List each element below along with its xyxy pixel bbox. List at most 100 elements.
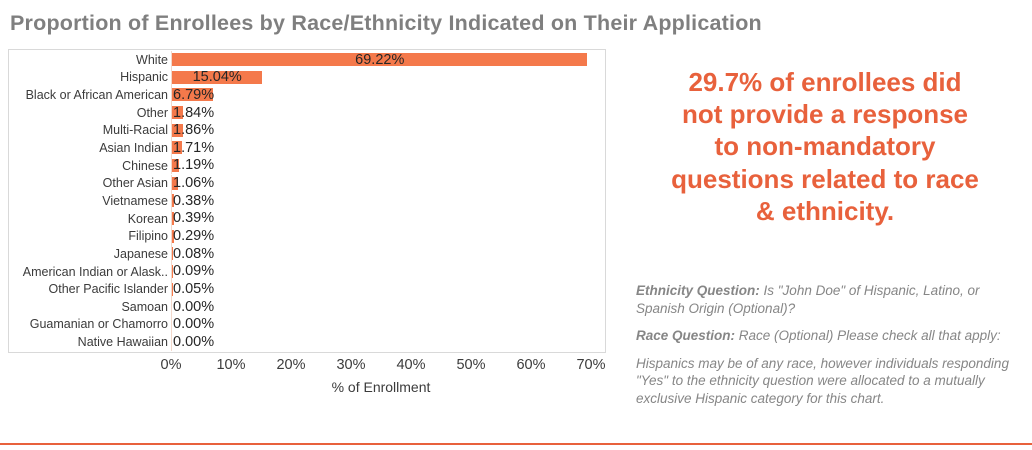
bar-row: Filipino 0.29% [9, 227, 605, 246]
category-label: Other Asian [102, 176, 168, 191]
callout-text: 29.7% of enrollees did not provide a resp… [671, 67, 979, 226]
category-label: Vietnamese [102, 193, 168, 208]
bar [172, 194, 175, 208]
category-label: American Indian or Alask.. [22, 264, 168, 279]
bar-zone: 15.04% [171, 68, 605, 87]
bar-row: Korean 0.39% [9, 209, 605, 228]
hispanic-disclaimer-note: Hispanics may be of any race, however in… [636, 355, 1009, 406]
race-question-text: Race (Optional) Please check all that ap… [735, 328, 1001, 344]
bar-row: Other Asian 1.06% [9, 174, 605, 193]
category-label: Black or African American [25, 88, 168, 103]
category-label: Other Pacific Islander [48, 282, 169, 297]
x-axis-tick: 50% [456, 357, 486, 373]
bar [172, 159, 180, 173]
ethnicity-question-text: Is "John Doe" of Hispanic, Latino, or Sp… [636, 283, 980, 316]
bar [172, 88, 213, 102]
category-label: Multi-Racial [102, 123, 168, 138]
bar-value-label: 1.86% [173, 122, 215, 139]
bar-value-label: 0.39% [173, 210, 215, 227]
bar [172, 211, 175, 225]
x-axis-tick: 0% [160, 357, 182, 373]
bar-row: Hispanic 15.04% [9, 68, 605, 87]
category-label: Native Hawaiian [77, 335, 168, 350]
category-label: Samoan [121, 299, 168, 314]
category-label: Filipino [128, 229, 168, 244]
x-axis-title: % of Enrollment [331, 379, 431, 395]
bar-value-label: 0.00% [173, 316, 215, 333]
bar-row: White 69.22% [9, 51, 605, 69]
bar-row: Other 1.84% [9, 103, 605, 122]
category-label: Japanese [113, 246, 168, 261]
bar-row: Black or African American 6.79% [9, 86, 605, 104]
category-label: Chinese [122, 158, 168, 173]
bar-value-label: 0.00% [173, 298, 215, 315]
bar-value-label: 15.04% [192, 69, 242, 86]
category-label: Hispanic [120, 70, 168, 85]
bar-value-label: 0.00% [173, 333, 215, 350]
page-title: Proportion of Enrollees by Race/Ethnicit… [10, 11, 762, 35]
bar-zone: 0.00% [171, 333, 605, 351]
bar-row: Samoan 0.00% [9, 297, 605, 316]
x-axis-tick: 20% [276, 357, 306, 373]
bar [172, 264, 173, 278]
bar-value-label: 1.19% [173, 157, 215, 174]
bar-zone: 0.00% [171, 297, 605, 316]
bar-zone: 69.22% [171, 51, 605, 69]
bar-zone: 0.29% [171, 227, 605, 246]
bar-value-label: 0.29% [173, 228, 215, 245]
x-axis-tick: 40% [396, 357, 426, 373]
bar-zone: 6.79% [171, 86, 605, 104]
bar-value-label: 1.71% [173, 139, 215, 156]
bar [172, 106, 184, 120]
bar-zone: 0.38% [171, 192, 605, 210]
bar [172, 53, 588, 67]
bar-row: Guamanian or Chamorro 0.00% [9, 315, 605, 334]
bar-zone: 1.84% [171, 103, 605, 122]
bar-row: Native Hawaiian 0.00% [9, 333, 605, 351]
category-label: Asian Indian [99, 141, 168, 156]
bar-row: Vietnamese 0.38% [9, 192, 605, 210]
category-label: White [136, 52, 168, 67]
bar-zone: 1.71% [171, 139, 605, 157]
bar [172, 141, 183, 155]
bar-row: Japanese 0.08% [9, 245, 605, 263]
plot-area: White 69.22% Hispanic 15.04% Black or Africa… [8, 49, 606, 353]
bar-zone: 0.00% [171, 315, 605, 334]
bar-zone: 1.19% [171, 156, 605, 175]
bar-row: Asian Indian 1.71% [9, 139, 605, 157]
bar-zone: 0.09% [171, 262, 605, 281]
x-axis-tick: 30% [336, 357, 366, 373]
bar [172, 229, 174, 243]
category-label: Other [136, 105, 168, 120]
bar-value-label: 69.22% [355, 51, 405, 68]
bar-value-label: 0.08% [173, 245, 215, 262]
ethnicity-question-label: Ethnicity Question: [636, 283, 760, 298]
category-label: Guamanian or Chamorro [29, 317, 168, 332]
bar-zone: 0.39% [171, 209, 605, 228]
bar-value-label: 1.06% [173, 175, 215, 192]
bar-chart: White 69.22% Hispanic 15.04% Black or Africa… [8, 49, 608, 399]
bottom-accent-rule [0, 443, 1032, 445]
bar-value-label: 1.84% [173, 104, 215, 121]
bar [172, 176, 179, 190]
bar-value-label: 0.05% [173, 280, 215, 297]
bar-value-label: 6.79% [173, 86, 215, 103]
bar-zone: 0.05% [171, 280, 605, 298]
x-axis-tick: 10% [216, 357, 246, 373]
bar [172, 70, 263, 84]
bar-zone: 1.86% [171, 121, 605, 140]
category-label: Korean [127, 211, 168, 226]
bar-row: Chinese 1.19% [9, 156, 605, 175]
footnotes: Ethnicity Question: Is "John Doe" of His… [636, 282, 1028, 407]
bar [172, 123, 184, 137]
x-axis-tick: 60% [516, 357, 546, 373]
x-axis: 0% 10% 20% 30% 40% 50% 60% 70% [8, 357, 606, 377]
race-question-note: Race Question: Race (Optional) Please ch… [636, 327, 1028, 345]
ethnicity-question-note: Ethnicity Question: Is "John Doe" of His… [636, 282, 1028, 317]
bar-row: Multi-Racial 1.86% [9, 121, 605, 140]
bar-value-label: 0.09% [173, 263, 215, 280]
bar-zone: 0.08% [171, 245, 605, 263]
bar-row: Other Pacific Islander 0.05% [9, 280, 605, 298]
race-question-label: Race Question: [636, 328, 736, 344]
